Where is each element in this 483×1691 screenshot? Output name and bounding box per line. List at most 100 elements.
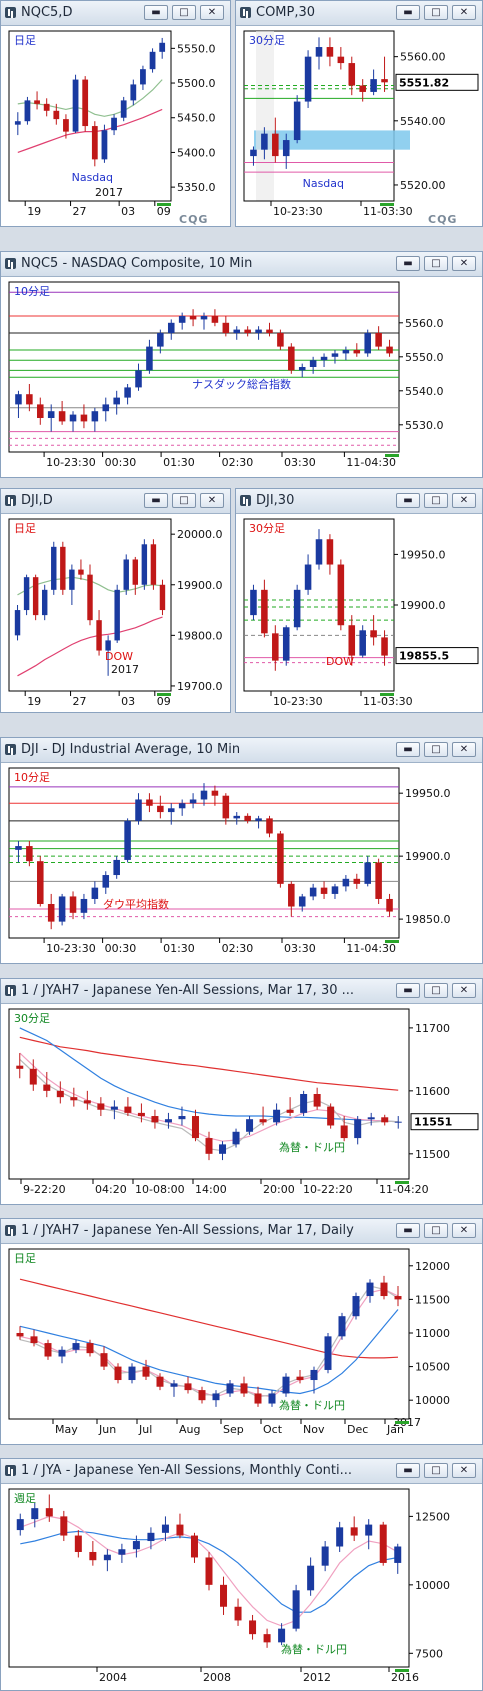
chart-canvas[interactable]: 20000.0 19900.0 19800.0 19700.0 19 27 03 09 日足 DO… [1,513,230,712]
chart-canvas[interactable]: 5560.00 5540.00 5520.00 5551.82 10-23:30 11-0… [236,25,482,226]
chart-window-jpy-30min[interactable]: 1 / JYAH7 - Japanese Yen-All Sessions, M… [0,978,483,1205]
y-tick-label: 19700.0 [177,680,223,693]
candle [114,589,120,641]
chart-window-comp-30min[interactable]: COMP,30 ▬ □ ✕ 5560.00 5540.00 5520.00 5551.… [235,0,483,227]
x-tick-label: 11-04:20 [379,1183,429,1196]
candle [141,544,148,585]
last-price-label: 5551.82 [399,76,449,89]
candle [82,79,89,127]
candle [304,56,312,102]
x-tick-label: 03 [121,695,135,708]
x-tick-label: 01:30 [163,942,195,955]
instrument-watermark: 為替・ドル円 [279,1140,345,1154]
chart-canvas[interactable]: 5550.0 5500.0 5450.0 5400.0 5350.0 19 27 03 09 日足… [1,25,230,226]
maximize-button[interactable]: □ [424,742,448,757]
y-tick-label: 5350.0 [177,181,216,194]
maximize-button[interactable]: □ [424,256,448,271]
minimize-button[interactable]: ▬ [396,1463,420,1478]
title-bar[interactable]: COMP,30 ▬ □ ✕ [236,1,482,26]
maximize-button[interactable]: □ [424,493,448,508]
candle [250,149,257,157]
candle [37,861,44,904]
close-button[interactable]: ✕ [452,5,476,20]
candle [74,1535,82,1552]
close-button[interactable]: ✕ [452,256,476,271]
minimize-button[interactable]: ▬ [396,742,420,757]
y-tick-label: 10000 [415,1579,450,1592]
title-bar[interactable]: NQC5,D ▬ □ ✕ [1,1,230,26]
maximize-button[interactable]: □ [172,5,196,20]
maximize-button[interactable]: □ [424,1223,448,1238]
close-button[interactable]: ✕ [452,1463,476,1478]
title-bar[interactable]: 1 / JYAH7 - Japanese Yen-All Sessions, M… [1,979,482,1004]
close-button[interactable]: ✕ [200,5,224,20]
x-tick-label: 11-04:30 [346,942,396,955]
candle [222,795,230,819]
y-tick-label: 10500 [415,1361,450,1374]
chart-canvas[interactable]: 11700 11600 11500 11551 9-22:20 04:20 10-08:00… [1,1003,482,1204]
candle [135,799,142,821]
y-tick-label: 5540.00 [400,115,446,128]
chart-window-nqc5-daily[interactable]: NQC5,D ▬ □ ✕ 5550.0 5500.0 5450.0 5400.0 535… [0,0,231,227]
window-title: NQC5 - NASDAQ Composite, 10 Min [21,256,253,271]
chart-window-nasdaq-10min[interactable]: NQC5 - NASDAQ Composite, 10 Min ▬ □ ✕ 55… [0,251,483,478]
minimize-button[interactable]: ▬ [396,5,420,20]
chart-canvas[interactable]: 19950.0 19900.0 19850.0 10-23:30 00:30 01:30 0… [1,762,482,963]
close-button[interactable]: ✕ [200,493,224,508]
y-tick-label: 5520.00 [400,179,446,192]
chart-window-dji-10min[interactable]: DJI - DJ Industrial Average, 10 Min ▬ □ … [0,737,483,964]
candle [137,1112,145,1117]
candle [123,559,129,590]
title-bar[interactable]: 1 / JYA - Japanese Yen-All Sessions, Mon… [1,1459,482,1484]
title-bar[interactable]: DJI - DJ Industrial Average, 10 Min ▬ □ … [1,738,482,763]
y-tick-label: 11700 [415,1022,450,1035]
title-bar[interactable]: DJI,D ▬ □ ✕ [1,489,230,514]
chart-canvas[interactable]: 5560.0 5550.0 5540.0 5530.0 10-23:30 00:30 01:… [1,276,482,477]
candle [41,589,48,616]
candle [51,546,57,590]
candle [394,1121,402,1123]
chart-window-dji-30min[interactable]: DJI,30 ▬ □ ✕ 19950.0 19900.0 19855.5 10-23:… [235,488,483,713]
chart-window-icon [5,1465,16,1476]
instrument-watermark: Nasdaq [303,177,344,190]
minimize-button[interactable]: ▬ [396,493,420,508]
candle [142,1366,150,1377]
maximize-button[interactable]: □ [424,5,448,20]
x-tick-label: Aug [179,1423,200,1436]
chart-canvas[interactable]: 19950.0 19900.0 19855.5 10-23:30 11-03:30 30分… [236,513,482,712]
candle [211,316,219,323]
minimize-button[interactable]: ▬ [396,1223,420,1238]
close-button[interactable]: ✕ [452,983,476,998]
maximize-button[interactable]: □ [424,1463,448,1478]
chart-window-icon [5,985,16,996]
candle [288,883,295,907]
chart-canvas[interactable]: 12000 11500 11000 10500 10000 May Jun Jul Aug Sep… [1,1243,482,1444]
title-bar[interactable]: 1 / JYAH7 - Japanese Yen-All Sessions, M… [1,1219,482,1244]
title-bar[interactable]: NQC5 - NASDAQ Composite, 10 Min ▬ □ ✕ [1,252,482,277]
x-tick-label: 9-22:20 [23,1183,66,1196]
x-tick-label: 2016 [391,1671,419,1684]
close-button[interactable]: ✕ [452,493,476,508]
candle [370,630,377,638]
minimize-button[interactable]: ▬ [396,983,420,998]
candle [178,803,186,809]
candle [359,85,366,92]
maximize-button[interactable]: □ [172,493,196,508]
title-bar[interactable]: DJI,30 ▬ □ ✕ [236,489,482,514]
chart-window-jpy-monthly[interactable]: 1 / JYA - Japanese Yen-All Sessions, Mon… [0,1458,483,1691]
chart-window-jpy-daily[interactable]: 1 / JYAH7 - Japanese Yen-All Sessions, M… [0,1218,483,1445]
chart-window-dji-daily[interactable]: DJI,D ▬ □ ✕ 20000.0 19900.0 19800.0 19700.0… [0,488,231,713]
x-tick-label: 03 [121,205,135,218]
y-tick-label: 19800.0 [177,629,223,642]
minimize-button[interactable]: ▬ [396,256,420,271]
candle [219,1144,227,1154]
candle [80,414,88,422]
close-button[interactable]: ✕ [452,1223,476,1238]
minimize-button[interactable]: ▬ [144,493,168,508]
minimize-button[interactable]: ▬ [144,5,168,20]
maximize-button[interactable]: □ [424,983,448,998]
candle [370,79,377,92]
close-button[interactable]: ✕ [452,742,476,757]
period-label: 10分足 [14,771,50,784]
